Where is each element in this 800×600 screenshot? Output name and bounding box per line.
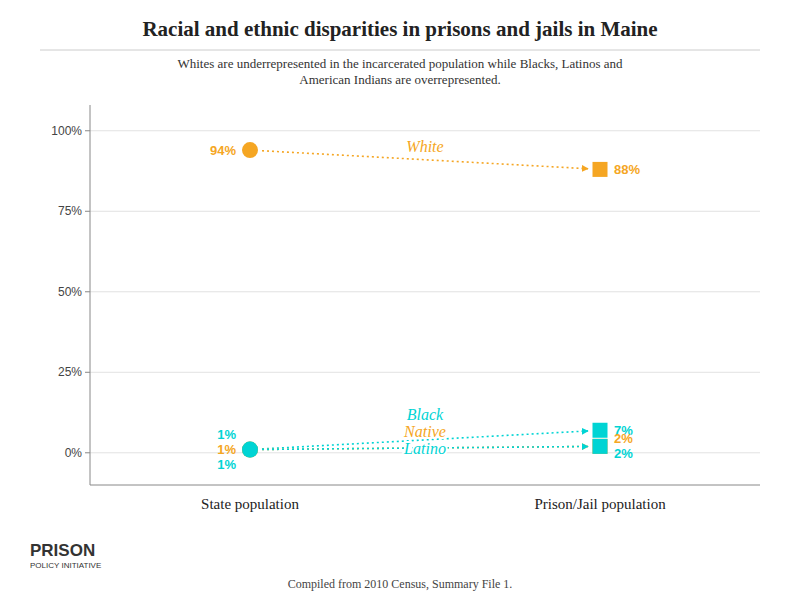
series-name-label: Native <box>403 423 446 440</box>
y-tick <box>85 211 90 212</box>
title-rule <box>40 50 760 51</box>
subtitle-line: Whites are underrepresented in the incar… <box>177 56 623 71</box>
point-circle <box>242 442 258 458</box>
logo-text: PRISON <box>30 541 95 560</box>
y-tick-label: 50% <box>58 285 82 299</box>
background <box>0 0 800 600</box>
data-label: 2% <box>614 446 633 461</box>
y-tick <box>85 452 90 453</box>
point-square <box>593 162 608 177</box>
y-axis: 0% 25% 50% 75% 100% <box>51 105 760 485</box>
point-square <box>593 439 608 454</box>
subtitle: Whites are underrepresented in the incar… <box>177 56 623 87</box>
y-tick <box>85 130 90 131</box>
chart: Racial and ethnic disparities in prisons… <box>0 0 800 600</box>
title: Racial and ethnic disparities in prisons… <box>142 17 657 41</box>
data-label: 88% <box>614 162 640 177</box>
point-square <box>593 423 608 438</box>
y-tick <box>85 372 90 373</box>
data-label: 1% <box>217 442 236 457</box>
grid-line <box>90 291 760 292</box>
y-tick-label: 25% <box>58 365 82 379</box>
data-label: 94% <box>210 143 236 158</box>
point-circle <box>242 142 258 158</box>
series-name-label: Black <box>407 406 444 423</box>
point-square <box>593 439 608 454</box>
subtitle-line: American Indians are overrepresented. <box>299 72 500 87</box>
y-tick-label: 75% <box>58 204 82 218</box>
point-circle <box>242 442 258 458</box>
point-circle <box>242 442 258 458</box>
footer: Compiled from 2010 Census, Summary File … <box>288 577 513 591</box>
y-axis-line <box>90 105 91 485</box>
category-label: Prison/Jail population <box>534 496 666 512</box>
grid-line <box>90 211 760 212</box>
y-tick-label: 100% <box>51 124 82 138</box>
data-label: 2% <box>614 431 633 446</box>
grid-line <box>90 372 760 373</box>
logo-subtext: POLICY INITIATIVE <box>30 561 101 570</box>
marks <box>242 142 608 457</box>
data-label: 1% <box>217 427 236 442</box>
category-label: State population <box>201 496 299 512</box>
grid-line <box>90 130 760 131</box>
labels: 94%1%1%1%88%7%2%2%WhiteBlackNativeLatino <box>210 138 640 472</box>
data-label: 1% <box>217 457 236 472</box>
y-tick-label: 0% <box>65 446 83 460</box>
series-name-label: White <box>406 138 443 155</box>
y-tick <box>85 291 90 292</box>
series-name-label: Latino <box>403 440 446 457</box>
x-axis-line <box>90 485 760 486</box>
